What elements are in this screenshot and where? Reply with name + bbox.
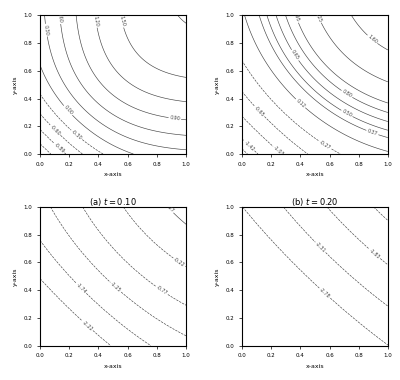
Text: -1.03: -1.03: [272, 145, 285, 157]
Text: 0.95: 0.95: [292, 11, 300, 23]
Text: -2.31: -2.31: [314, 241, 327, 253]
Text: 0.00: 0.00: [62, 105, 74, 116]
Text: 0.27: 0.27: [164, 203, 174, 214]
Text: 1.50: 1.50: [118, 16, 126, 27]
Text: 0.65: 0.65: [290, 49, 300, 61]
Text: 0.50: 0.50: [341, 109, 353, 118]
X-axis label: x-axis: x-axis: [104, 172, 122, 177]
Text: 0.12: 0.12: [295, 98, 306, 109]
Text: 0.90: 0.90: [169, 116, 180, 122]
Text: -0.27: -0.27: [319, 140, 332, 150]
Text: -0.22: -0.22: [173, 256, 186, 268]
Text: -1.25: -1.25: [109, 281, 122, 293]
Text: -0.89: -0.89: [53, 142, 66, 154]
X-axis label: x-axis: x-axis: [104, 364, 122, 369]
Text: 0.60: 0.60: [57, 12, 63, 23]
X-axis label: x-axis: x-axis: [306, 364, 324, 369]
Y-axis label: y-axis: y-axis: [13, 75, 18, 94]
Text: -0.60: -0.60: [49, 124, 62, 136]
Text: 1.20: 1.20: [93, 16, 99, 27]
Text: -1.42: -1.42: [243, 139, 256, 152]
Text: (a) $t = 0.10$: (a) $t = 0.10$: [89, 196, 137, 208]
X-axis label: x-axis: x-axis: [306, 172, 324, 177]
Text: 1.60: 1.60: [366, 34, 378, 45]
Y-axis label: y-axis: y-axis: [13, 267, 18, 286]
Text: -1.83: -1.83: [368, 248, 381, 260]
Text: 0.80: 0.80: [341, 89, 353, 99]
Text: -0.30: -0.30: [70, 129, 83, 141]
Y-axis label: y-axis: y-axis: [215, 267, 220, 286]
Text: 0.37: 0.37: [366, 128, 378, 137]
Text: -0.77: -0.77: [155, 285, 168, 296]
Y-axis label: y-axis: y-axis: [215, 75, 220, 94]
Text: -1.74: -1.74: [75, 282, 87, 294]
Text: (b) $t = 0.20$: (b) $t = 0.20$: [291, 196, 339, 208]
Text: -0.65: -0.65: [253, 105, 266, 117]
Text: -2.22: -2.22: [81, 320, 94, 332]
Text: 0.30: 0.30: [43, 24, 50, 36]
Text: 1.25: 1.25: [314, 11, 323, 23]
Text: -2.78: -2.78: [318, 287, 331, 299]
